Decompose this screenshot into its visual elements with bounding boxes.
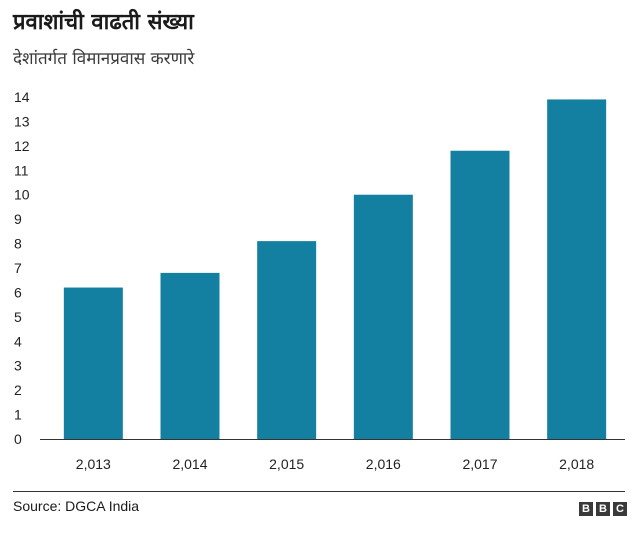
y-tick-label: 2: [14, 382, 22, 398]
bbc-logo-letter-1: B: [579, 502, 593, 516]
y-tick-label: 1: [14, 407, 22, 423]
x-tick-label: 2,014: [172, 456, 207, 472]
bbc-logo: B B C: [579, 502, 627, 516]
bar-0: [63, 287, 123, 439]
chart-subtitle: देशांतर्गत विमानप्रवास करणारे: [13, 49, 195, 69]
footer-divider: [13, 491, 625, 492]
y-tick-label: 7: [14, 260, 22, 276]
bbc-logo-letter-2: B: [596, 502, 610, 516]
x-tick-label: 2,013: [76, 456, 111, 472]
source-note: Source: DGCA India: [13, 498, 140, 514]
y-tick-label: 3: [14, 358, 22, 374]
bar-3: [353, 194, 413, 439]
y-tick-label: 12: [14, 138, 30, 154]
bar-5: [547, 99, 607, 439]
chart-title: प्रवाशांची वाढती संख्या: [13, 10, 194, 35]
x-tick-label: 2,016: [366, 456, 401, 472]
y-tick-label: 9: [14, 211, 22, 227]
y-tick-label: 8: [14, 236, 22, 252]
x-tick-label: 2,015: [269, 456, 304, 472]
y-tick-label: 5: [14, 309, 22, 325]
y-tick-label: 11: [14, 162, 29, 178]
x-tick-label: 2,017: [462, 456, 497, 472]
bar-2: [257, 241, 317, 439]
y-tick-label: 14: [14, 89, 30, 105]
y-tick-label: 0: [14, 431, 22, 447]
x-tick-label: 2,018: [559, 456, 594, 472]
y-tick-label: 4: [14, 333, 22, 349]
bar-4: [450, 150, 510, 439]
y-tick-label: 13: [14, 113, 30, 129]
bbc-logo-letter-3: C: [613, 502, 627, 516]
y-tick-label: 6: [14, 284, 22, 300]
bar-1: [160, 272, 220, 439]
y-tick-label: 10: [14, 187, 30, 203]
